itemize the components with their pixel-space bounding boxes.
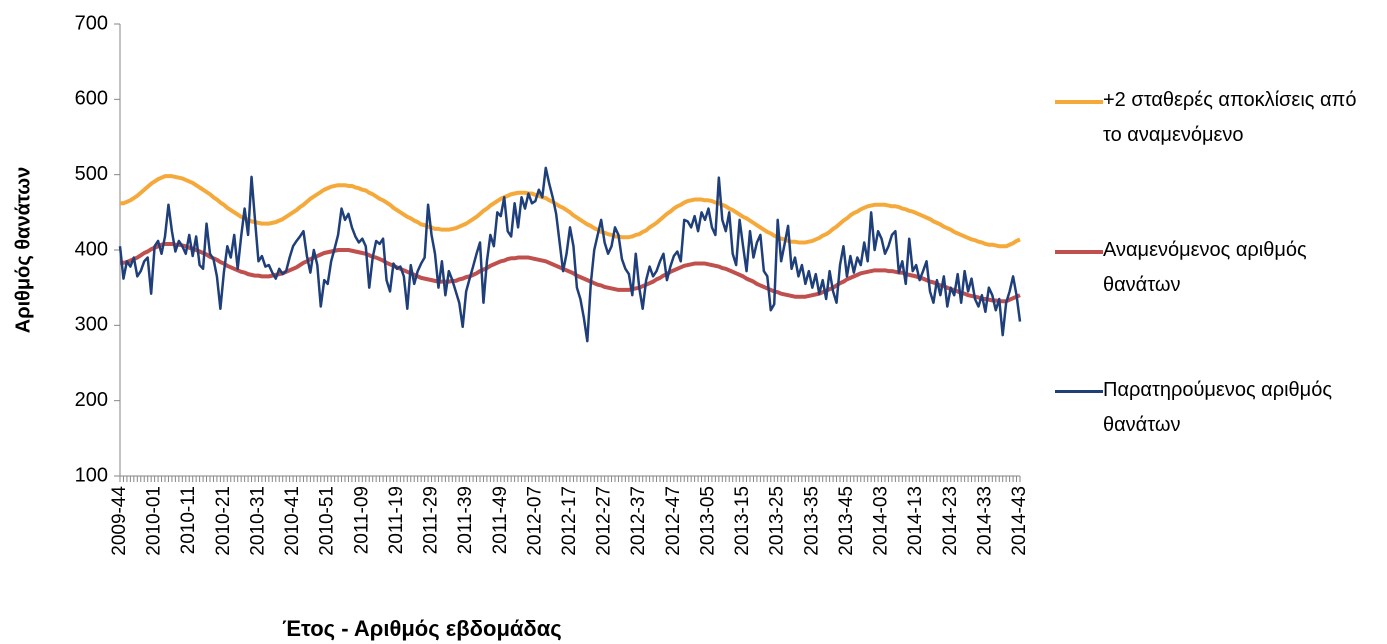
legend-label: Αναμενόμενος αριθμός θανάτων (1103, 239, 1307, 296)
legend-swatch (1055, 100, 1103, 104)
legend-label: Παρατηρούμενος αριθμός θανάτων (1103, 379, 1332, 436)
x-tick-label: 2010-01 (144, 486, 165, 556)
x-tick-label: 2011-29 (421, 486, 442, 554)
legend-item: Παρατηρούμενος αριθμός θανάτων (1055, 378, 1375, 443)
x-tick-label: 2011-39 (455, 486, 476, 554)
x-tick-label: 2012-07 (524, 486, 545, 556)
x-tick-label: 2010-21 (213, 486, 234, 556)
series-line (120, 174, 1021, 249)
x-tick-label: 2010-11 (178, 486, 199, 554)
y-tick-label: 400 (75, 238, 108, 260)
y-tick-label: 200 (75, 389, 108, 411)
y-tick-label: 700 (75, 12, 108, 34)
x-tick-label: 2009-44 (109, 486, 130, 556)
x-tick-label: 2010-51 (317, 486, 338, 556)
y-tick-label: 100 (75, 464, 108, 486)
x-tick-label: 2013-25 (767, 486, 788, 556)
x-axis-title: Έτος - Αριθμός εβδομάδας (282, 616, 561, 641)
y-tick-label: 300 (75, 314, 108, 336)
x-tick-label: 2013-35 (801, 486, 822, 556)
legend-item: +2 σταθερές αποκλίσεις από το αναμενόμεν… (1055, 88, 1375, 153)
x-tick-label: 2014-03 (871, 486, 892, 556)
x-tick-label: 2014-43 (1009, 486, 1030, 556)
x-tick-label: 2012-47 (663, 486, 684, 556)
x-tick-label: 2013-45 (836, 486, 857, 556)
x-tick-label: 2011-49 (490, 486, 511, 554)
x-tick-label: 2013-05 (697, 486, 718, 556)
x-tick-label: 2012-17 (559, 486, 580, 556)
y-tick-label: 500 (75, 163, 108, 185)
x-tick-label: 2012-37 (628, 486, 649, 556)
legend-label: +2 σταθερές αποκλίσεις από το αναμενόμεν… (1103, 89, 1357, 146)
x-tick-label: 2013-15 (732, 486, 753, 556)
x-tick-label: 2010-41 (282, 486, 303, 556)
x-tick-label: 2012-27 (594, 486, 615, 556)
y-tick-label: 600 (75, 88, 108, 110)
x-tick-label: 2011-09 (351, 486, 372, 554)
legend-swatch (1055, 390, 1103, 393)
legend-swatch (1055, 250, 1103, 254)
series-line (120, 241, 1021, 304)
x-tick-label: 2014-13 (905, 486, 926, 556)
legend-item: Αναμενόμενος αριθμός θανάτων (1055, 238, 1375, 303)
y-axis-title: Αριθμός θανάτων (12, 167, 34, 334)
x-tick-label: 2011-19 (386, 486, 407, 554)
x-tick-label: 2014-33 (974, 486, 995, 556)
x-tick-label: 2014-23 (940, 486, 961, 556)
series-line (118, 166, 1022, 343)
x-tick-label: 2010-31 (247, 486, 268, 556)
